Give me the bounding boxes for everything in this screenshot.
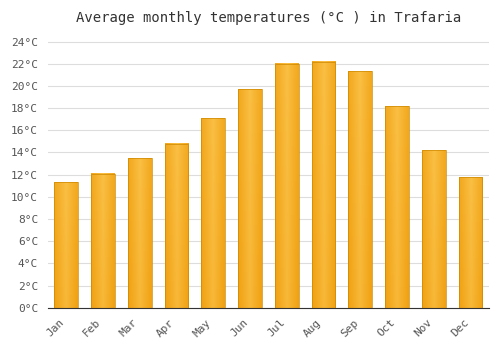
Bar <box>238 89 262 308</box>
Bar <box>128 158 152 308</box>
Bar <box>422 150 446 308</box>
Title: Average monthly temperatures (°C ) in Trafaria: Average monthly temperatures (°C ) in Tr… <box>76 11 461 25</box>
Bar <box>275 64 298 308</box>
Bar <box>202 118 225 308</box>
Bar <box>458 177 482 308</box>
Bar <box>164 144 188 308</box>
Bar <box>54 182 78 308</box>
Bar <box>312 62 336 308</box>
Bar <box>385 106 409 308</box>
Bar <box>348 71 372 308</box>
Bar <box>91 174 115 308</box>
